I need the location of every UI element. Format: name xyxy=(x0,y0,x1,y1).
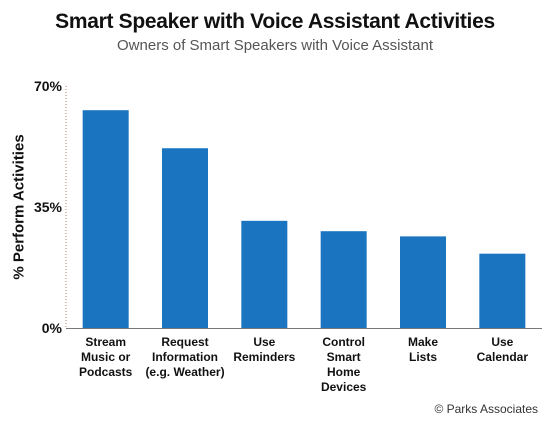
bar xyxy=(400,236,446,328)
source-credit: © Parks Associates xyxy=(434,402,538,416)
axes xyxy=(65,86,542,329)
y-ticks: 70% 35% 0% xyxy=(34,78,63,336)
chart-title: Smart Speaker with Voice Assistant Activ… xyxy=(55,10,495,33)
chart-subtitle: Owners of Smart Speakers with Voice Assi… xyxy=(117,37,433,54)
bar xyxy=(479,253,526,328)
bars xyxy=(82,110,526,328)
bar xyxy=(82,110,129,328)
x-category-label: Use Calendar xyxy=(477,335,529,364)
x-categories: Stream Music or Podcasts Request Information… xyxy=(79,335,528,394)
x-category-label: Use Reminders xyxy=(233,335,295,364)
bar xyxy=(320,231,367,328)
bar xyxy=(241,220,288,328)
y-tick-label: 0% xyxy=(42,320,63,336)
x-category-label: Stream Music or Podcasts xyxy=(79,335,133,379)
x-category-label: Make Lists xyxy=(408,335,438,364)
y-tick-label: 70% xyxy=(34,78,63,94)
x-category-label: Control Smart Home Devices xyxy=(321,335,367,394)
bar xyxy=(162,148,208,328)
x-category-label: Request Information (e.g. Weather) xyxy=(145,335,224,379)
y-tick-label: 35% xyxy=(34,199,63,215)
